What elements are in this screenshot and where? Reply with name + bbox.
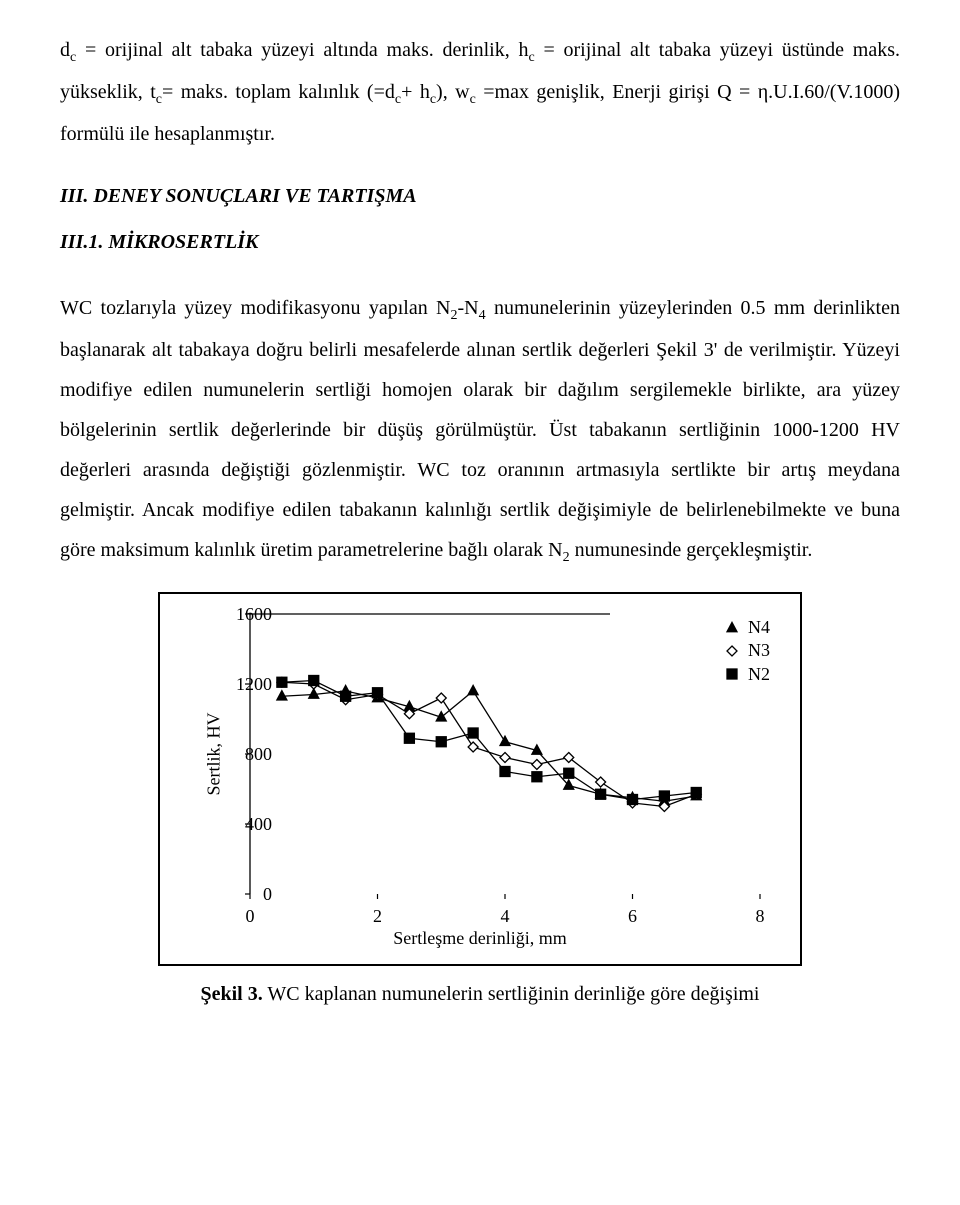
subsection-heading: III.1. MİKROSERTLİK xyxy=(60,222,900,262)
legend-label: N2 xyxy=(748,663,770,686)
x-axis-title: Sertleşme derinliği, mm xyxy=(393,920,566,956)
sub: 2 xyxy=(563,550,570,565)
x-tick-label: 0 xyxy=(246,898,255,934)
legend-label: N3 xyxy=(748,639,770,662)
text: = orijinal alt tabaka yüzeyi altında mak… xyxy=(76,39,528,61)
text: d xyxy=(60,39,70,61)
caption-text: WC kaplanan numunelerin sertliğinin deri… xyxy=(263,983,760,1005)
figure-caption: Şekil 3. WC kaplanan numunelerin sertliğ… xyxy=(60,974,900,1014)
text: -N xyxy=(458,297,479,319)
page: dc = orijinal alt tabaka yüzeyi altında … xyxy=(0,0,960,1205)
legend-item: N4 xyxy=(724,616,770,639)
x-tick-label: 8 xyxy=(756,898,765,934)
y-tick-label: 1600 xyxy=(222,596,272,632)
x-tick-label: 6 xyxy=(628,898,637,934)
text: numunelerinin yüzeylerinden 0.5 mm derin… xyxy=(60,297,900,561)
hardness-chart: 040080012001600 02468 Sertlik, HV Sertle… xyxy=(158,592,802,966)
legend-item: N3 xyxy=(724,639,770,662)
chart-legend: N4N3N2 xyxy=(724,616,770,686)
text: numunesinde gerçekleşmiştir. xyxy=(570,539,813,561)
plot-area xyxy=(250,614,760,894)
text: WC tozlarıyla yüzey modifikasyonu yapıla… xyxy=(60,297,451,319)
section-heading: III. DENEY SONUÇLARI VE TARTIŞMA xyxy=(60,176,900,216)
y-tick-label: 400 xyxy=(222,806,272,842)
text: ), w xyxy=(436,81,470,103)
caption-label: Şekil 3. xyxy=(201,983,263,1005)
text: = maks. toplam kalınlık (=d xyxy=(162,81,395,103)
sub: 2 xyxy=(451,308,458,323)
paragraph-results: WC tozlarıyla yüzey modifikasyonu yapıla… xyxy=(60,288,900,572)
legend-label: N4 xyxy=(748,616,770,639)
x-tick-label: 2 xyxy=(373,898,382,934)
paragraph-definitions: dc = orijinal alt tabaka yüzeyi altında … xyxy=(60,30,900,154)
text: + h xyxy=(401,81,430,103)
sub: 4 xyxy=(479,308,486,323)
y-axis-title: Sertlik, HV xyxy=(196,713,232,796)
y-tick-label: 1200 xyxy=(222,666,272,702)
legend-item: N2 xyxy=(724,663,770,686)
